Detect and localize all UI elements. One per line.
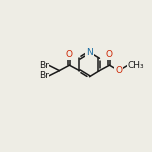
Text: O: O <box>66 50 73 59</box>
Text: N: N <box>86 48 93 57</box>
Text: Br: Br <box>39 61 49 70</box>
Text: O: O <box>106 50 113 59</box>
Text: Br: Br <box>39 71 49 81</box>
Text: O: O <box>115 66 122 75</box>
Text: CH₃: CH₃ <box>128 61 145 70</box>
